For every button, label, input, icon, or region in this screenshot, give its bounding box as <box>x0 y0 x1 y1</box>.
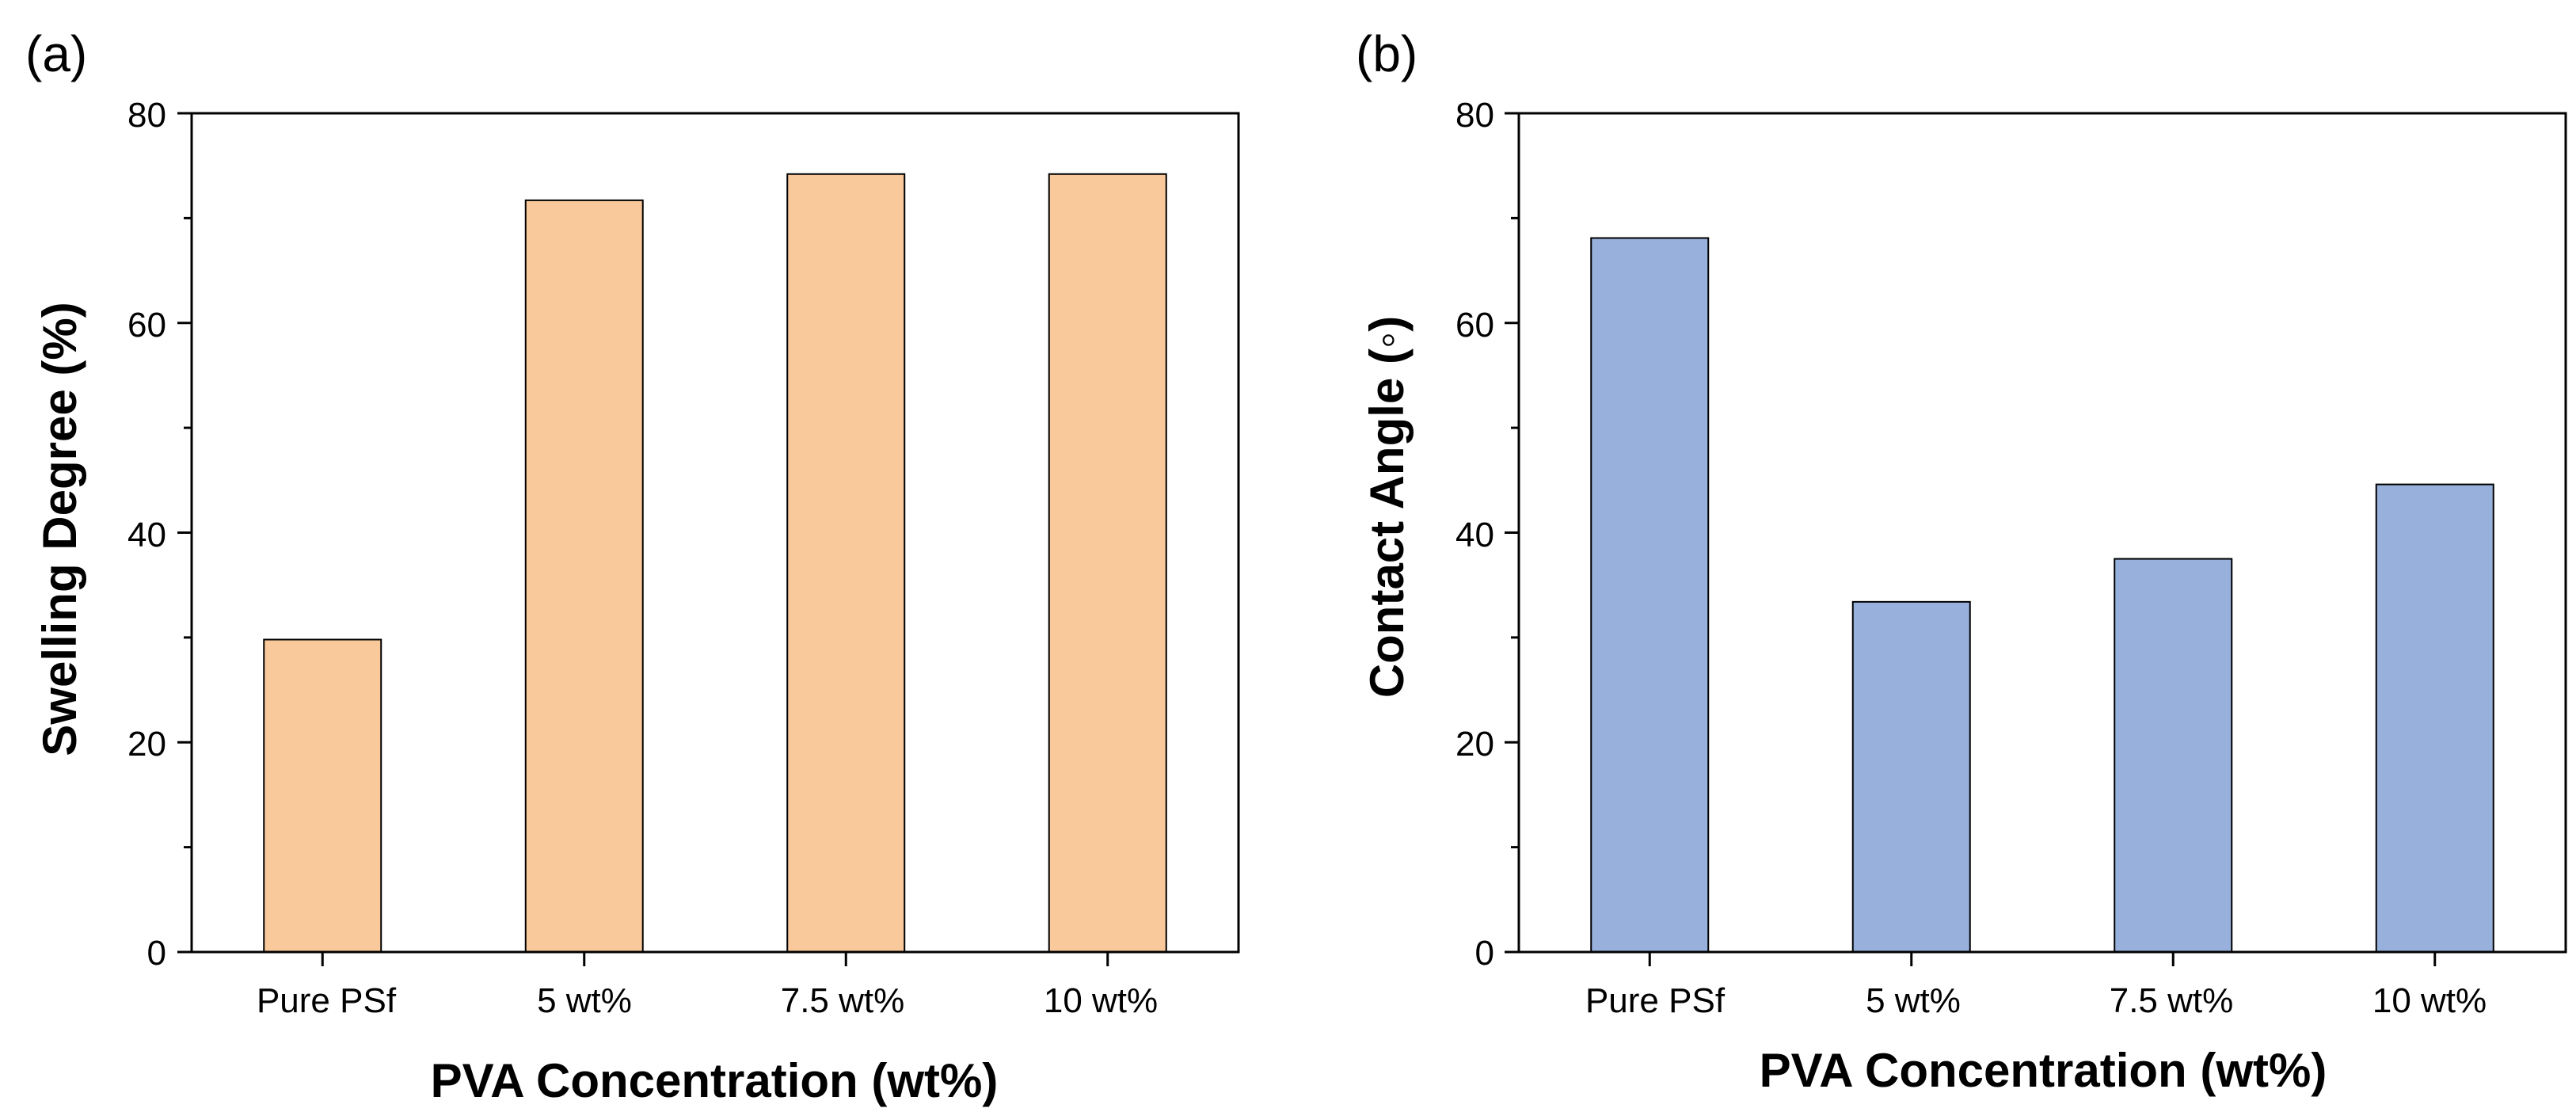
bar-a-2 <box>524 199 644 953</box>
y-tick-labels-a: 0 20 40 60 80 <box>127 96 166 973</box>
bar-b-3 <box>2114 558 2233 953</box>
x-tick-label: 7.5 wt% <box>2110 981 2234 1020</box>
bar-a-3 <box>786 173 906 953</box>
x-tick-label: 10 wt% <box>1044 981 1158 1020</box>
y-tick-label: 60 <box>127 306 166 345</box>
x-tick-label: 5 wt% <box>537 981 632 1020</box>
y-axis-title-a: Swelling Degree (%) <box>33 302 86 756</box>
y-tick-labels-b: 0 20 40 60 80 <box>1455 96 1494 973</box>
x-tick-labels-b: Pure PSf 5 wt% 7.5 wt% 10 wt% <box>1585 981 2487 1020</box>
chart-panel-b: (b) 0 20 40 60 80 Pure PSf 5 wt% 7.5 wt%… <box>1356 25 2567 1097</box>
y-tick-label: 80 <box>1455 96 1494 135</box>
x-tick-labels-a: Pure PSf 5 wt% 7.5 wt% 10 wt% <box>257 981 1158 1020</box>
x-tick-label: Pure PSf <box>1585 981 1726 1020</box>
x-tick-label: Pure PSf <box>257 981 397 1020</box>
bar-a-1 <box>263 638 382 954</box>
y-tick-label: 20 <box>1455 725 1494 764</box>
y-tick-label: 80 <box>127 96 166 135</box>
x-axis-title-a: PVA Concentration (wt%) <box>431 1054 999 1107</box>
y-axis-title-b: Contact Angle (◦) <box>1360 316 1414 698</box>
bar-b-4 <box>2375 483 2494 953</box>
chart-panel-a: (a) 0 20 40 60 80 Pure PSf 5 wt% 7.5 wt%… <box>25 25 1240 1107</box>
y-tick-label: 0 <box>1475 934 1494 973</box>
y-tick-label: 20 <box>127 725 166 764</box>
bar-b-1 <box>1590 237 1710 953</box>
x-tick-label: 5 wt% <box>1866 981 1961 1020</box>
bar-b-2 <box>1851 600 1971 953</box>
y-tick-label: 40 <box>127 516 166 554</box>
y-tick-label: 0 <box>147 934 166 973</box>
y-tick-label: 40 <box>1455 516 1494 554</box>
x-tick-label: 7.5 wt% <box>781 981 905 1020</box>
x-tick-label: 10 wt% <box>2372 981 2487 1020</box>
panel-label-b: (b) <box>1356 25 1417 82</box>
panel-label-a: (a) <box>25 25 87 82</box>
x-axis-title-b: PVA Concentration (wt%) <box>1760 1044 2327 1097</box>
y-tick-label: 60 <box>1455 306 1494 345</box>
bar-a-4 <box>1048 173 1167 953</box>
